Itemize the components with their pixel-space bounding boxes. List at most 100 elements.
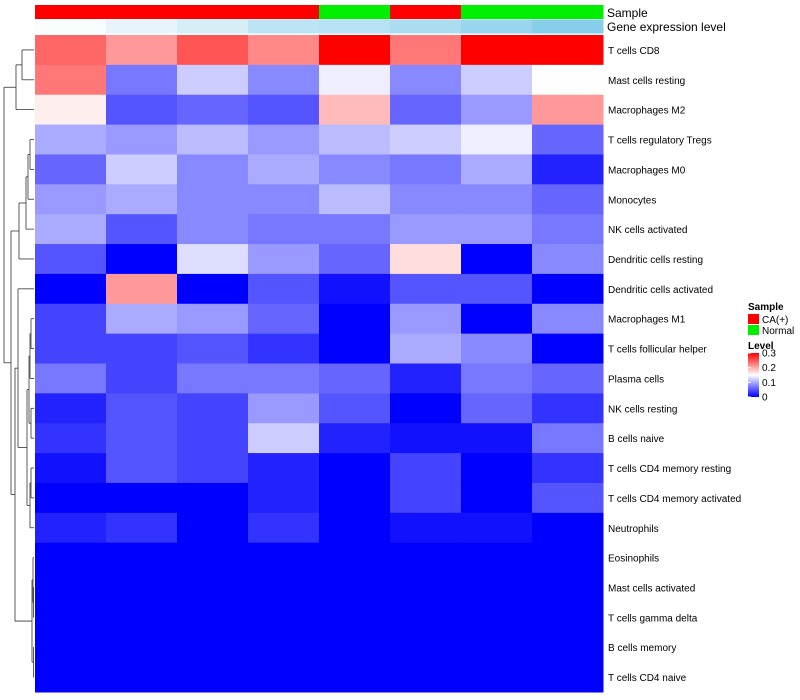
heatmap-cell bbox=[390, 124, 462, 155]
heatmap-cell bbox=[35, 154, 107, 185]
heatmap-cells bbox=[35, 35, 604, 693]
heatmap-cell bbox=[177, 602, 249, 633]
heatmap-cell bbox=[390, 482, 462, 514]
heatmap-cell bbox=[532, 124, 604, 155]
heatmap-cell bbox=[390, 512, 462, 544]
heatmap-cell bbox=[106, 453, 178, 484]
heatmap-cell bbox=[106, 572, 178, 603]
heatmap-cell bbox=[35, 333, 107, 364]
heatmap-cell bbox=[319, 214, 391, 245]
heatmap-cell bbox=[248, 363, 320, 394]
heatmap-cell bbox=[177, 64, 249, 96]
heatmap-cell bbox=[177, 632, 249, 663]
heatmap-cell bbox=[35, 662, 107, 693]
heatmap-cell bbox=[106, 154, 178, 185]
heatmap-cell bbox=[248, 632, 320, 663]
heatmap-cell bbox=[106, 273, 178, 305]
heatmap-cell bbox=[248, 273, 320, 305]
heatmap-cell bbox=[532, 572, 604, 603]
heatmap-cell bbox=[532, 453, 604, 484]
heatmap-cell bbox=[106, 303, 178, 335]
heatmap-cell bbox=[319, 572, 391, 603]
legend-sample-swatch-normal bbox=[748, 325, 759, 335]
heatmap-cell bbox=[532, 214, 604, 245]
heatmap-cell bbox=[532, 333, 604, 364]
heatmap-cell bbox=[390, 333, 462, 364]
heatmap-cell bbox=[319, 124, 391, 155]
heatmap-cell bbox=[248, 64, 320, 96]
heatmap-cell bbox=[177, 35, 249, 66]
row-label: Mast cells activated bbox=[608, 583, 695, 594]
heatmap-cell bbox=[106, 512, 178, 544]
legend-sample-title: Sample bbox=[748, 302, 784, 313]
heatmap-cell bbox=[390, 154, 462, 185]
expression-annotation-cell bbox=[35, 19, 107, 34]
heatmap-cell bbox=[106, 482, 178, 514]
heatmap-cell bbox=[106, 244, 178, 275]
row-label: Mast cells resting bbox=[608, 76, 685, 87]
heatmap-cell bbox=[319, 662, 391, 693]
heatmap-cell bbox=[248, 94, 320, 126]
heatmap-cell bbox=[532, 423, 604, 454]
heatmap-cell bbox=[532, 184, 604, 215]
heatmap-cell bbox=[390, 94, 462, 126]
heatmap-cell bbox=[319, 94, 391, 126]
sample-annotation-cell bbox=[319, 5, 391, 19]
heatmap-cell bbox=[390, 184, 462, 215]
heatmap-cell bbox=[532, 154, 604, 185]
heatmap-cell bbox=[248, 333, 320, 364]
heatmap-cell bbox=[35, 453, 107, 484]
sample-annotation-cell bbox=[106, 5, 178, 19]
heatmap-cell bbox=[106, 602, 178, 633]
heatmap-cell bbox=[319, 154, 391, 185]
heatmap-cell bbox=[461, 482, 533, 514]
row-label: Plasma cells bbox=[608, 374, 664, 385]
heatmap-cell bbox=[390, 542, 462, 574]
row-label: Dendritic cells activated bbox=[608, 285, 713, 296]
heatmap-cell bbox=[390, 393, 462, 424]
heatmap-cell bbox=[532, 244, 604, 275]
expression-annotation-cell bbox=[319, 19, 391, 34]
heatmap-cell bbox=[177, 244, 249, 275]
expression-annotation-cell bbox=[248, 19, 320, 34]
annotation-label-expression: Gene expression level bbox=[607, 20, 726, 34]
heatmap-cell bbox=[106, 632, 178, 663]
expression-annotation-cell bbox=[177, 19, 249, 34]
heatmap-cell bbox=[532, 303, 604, 335]
heatmap-cell bbox=[319, 453, 391, 484]
heatmap-cell bbox=[35, 303, 107, 335]
heatmap-cell bbox=[35, 64, 107, 96]
heatmap-cell bbox=[248, 423, 320, 454]
heatmap-cell bbox=[35, 632, 107, 663]
heatmap-cell bbox=[532, 482, 604, 514]
heatmap-cell bbox=[532, 542, 604, 574]
heatmap-cell bbox=[106, 662, 178, 693]
heatmap-cell bbox=[35, 423, 107, 454]
heatmap-cell bbox=[35, 273, 107, 305]
heatmap-cell bbox=[177, 662, 249, 693]
row-label: Dendritic cells resting bbox=[608, 255, 703, 266]
heatmap-cell bbox=[319, 512, 391, 544]
heatmap-cell bbox=[248, 662, 320, 693]
heatmap-cell bbox=[319, 602, 391, 633]
heatmap-cell bbox=[319, 423, 391, 454]
heatmap-cell bbox=[106, 94, 178, 126]
heatmap-cell bbox=[35, 393, 107, 424]
heatmap-cell bbox=[35, 512, 107, 544]
heatmap-cell bbox=[461, 154, 533, 185]
row-label: Macrophages M2 bbox=[608, 106, 686, 117]
heatmap-cell bbox=[106, 423, 178, 454]
heatmap-cell bbox=[35, 482, 107, 514]
heatmap-cell bbox=[177, 542, 249, 574]
legend: Sample CA(+) Normal Level 0.3 0.2 0.1 0 bbox=[748, 302, 794, 404]
heatmap-cell bbox=[532, 512, 604, 544]
heatmap-cell bbox=[532, 273, 604, 305]
heatmap-cell bbox=[177, 572, 249, 603]
heatmap-cell bbox=[319, 303, 391, 335]
legend-level-tick-label: 0.3 bbox=[762, 349, 776, 360]
expression-annotation-cell bbox=[106, 19, 178, 34]
row-label: Neutrophils bbox=[608, 524, 659, 535]
heatmap-cell bbox=[390, 662, 462, 693]
heatmap-cell bbox=[461, 214, 533, 245]
